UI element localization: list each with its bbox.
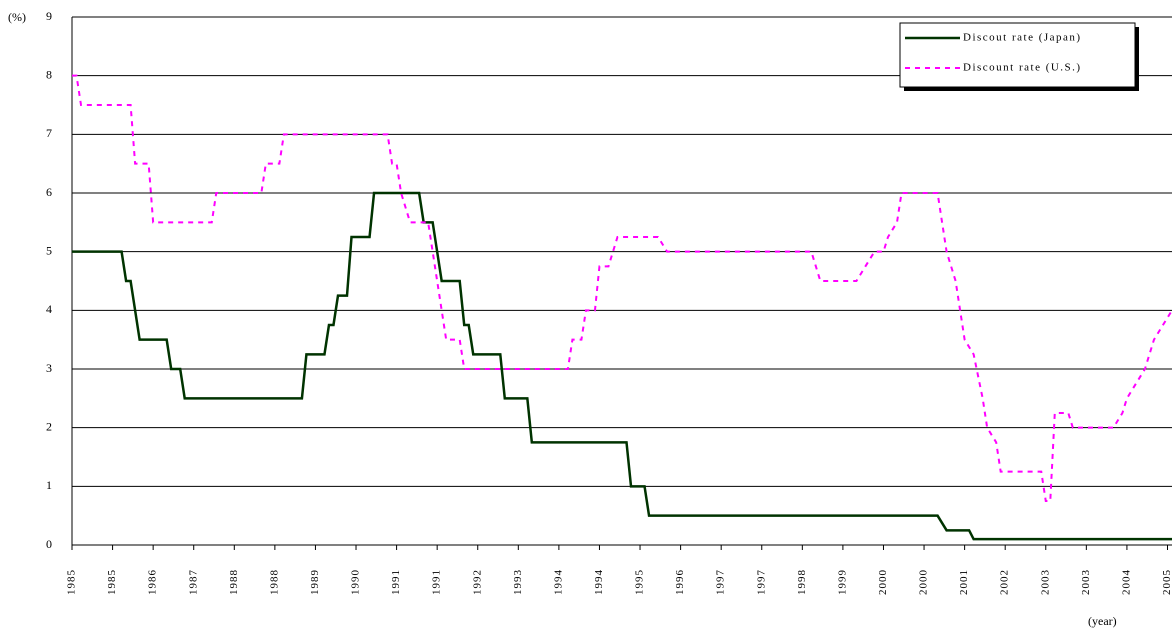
x-tick-label: 1993 bbox=[512, 569, 524, 595]
x-tick-label: 1988 bbox=[228, 569, 240, 595]
x-tick-label: 1995 bbox=[634, 569, 646, 595]
y-tick-label: 4 bbox=[46, 302, 52, 316]
y-tick-label: 9 bbox=[46, 9, 52, 23]
x-tick-label: 1996 bbox=[674, 569, 686, 595]
line-series bbox=[72, 74, 1172, 502]
x-tick-label: 1991 bbox=[390, 569, 402, 595]
x-tick-label: 2003 bbox=[1039, 569, 1051, 595]
x-tick-label: 1997 bbox=[715, 569, 727, 595]
y-tick-label: 6 bbox=[46, 185, 52, 199]
x-tick-label: 1988 bbox=[268, 569, 280, 595]
x-axis-label: (year) bbox=[1088, 614, 1117, 628]
x-tick-label: 2000 bbox=[877, 569, 889, 595]
y-axis-label: (%) bbox=[8, 10, 26, 24]
x-tick-label: 2001 bbox=[958, 569, 970, 595]
x-tick-label: 2000 bbox=[918, 569, 930, 595]
x-tick-label: 1987 bbox=[187, 569, 199, 595]
y-tick-label: 2 bbox=[46, 419, 52, 433]
x-tick-label: 1986 bbox=[147, 569, 159, 595]
y-tick-label: 8 bbox=[46, 67, 52, 81]
x-tick-label: 1990 bbox=[350, 569, 362, 595]
x-tick-label: 1985 bbox=[66, 569, 78, 595]
y-tick-label: 3 bbox=[46, 361, 52, 375]
y-tick-label: 5 bbox=[46, 243, 52, 257]
x-tick-label: 1994 bbox=[593, 569, 605, 595]
x-tick-label: 2003 bbox=[1080, 569, 1092, 595]
x-tick-label: 1989 bbox=[309, 569, 321, 595]
x-tick-label: 2004 bbox=[1120, 569, 1132, 595]
x-tick-label: 1991 bbox=[431, 569, 443, 595]
x-tick-label: 1985 bbox=[106, 569, 118, 595]
x-tick-label: 1998 bbox=[796, 569, 808, 595]
line-series bbox=[72, 191, 1172, 541]
x-tick-label: 2005 bbox=[1161, 569, 1172, 595]
x-tick-label: 2002 bbox=[999, 569, 1011, 595]
x-tick-label: 1997 bbox=[755, 569, 767, 595]
y-tick-label: 7 bbox=[46, 126, 52, 140]
x-tick-label: 1994 bbox=[552, 569, 564, 595]
y-tick-label: 0 bbox=[46, 537, 52, 551]
legend-label: Discount rate (U.S.) bbox=[963, 62, 1082, 74]
x-tick-label: 1999 bbox=[836, 569, 848, 595]
y-tick-label: 1 bbox=[46, 478, 52, 492]
x-tick-label: 1992 bbox=[471, 569, 483, 595]
legend-label: Discout rate (Japan) bbox=[963, 32, 1082, 44]
legend bbox=[899, 22, 1136, 88]
